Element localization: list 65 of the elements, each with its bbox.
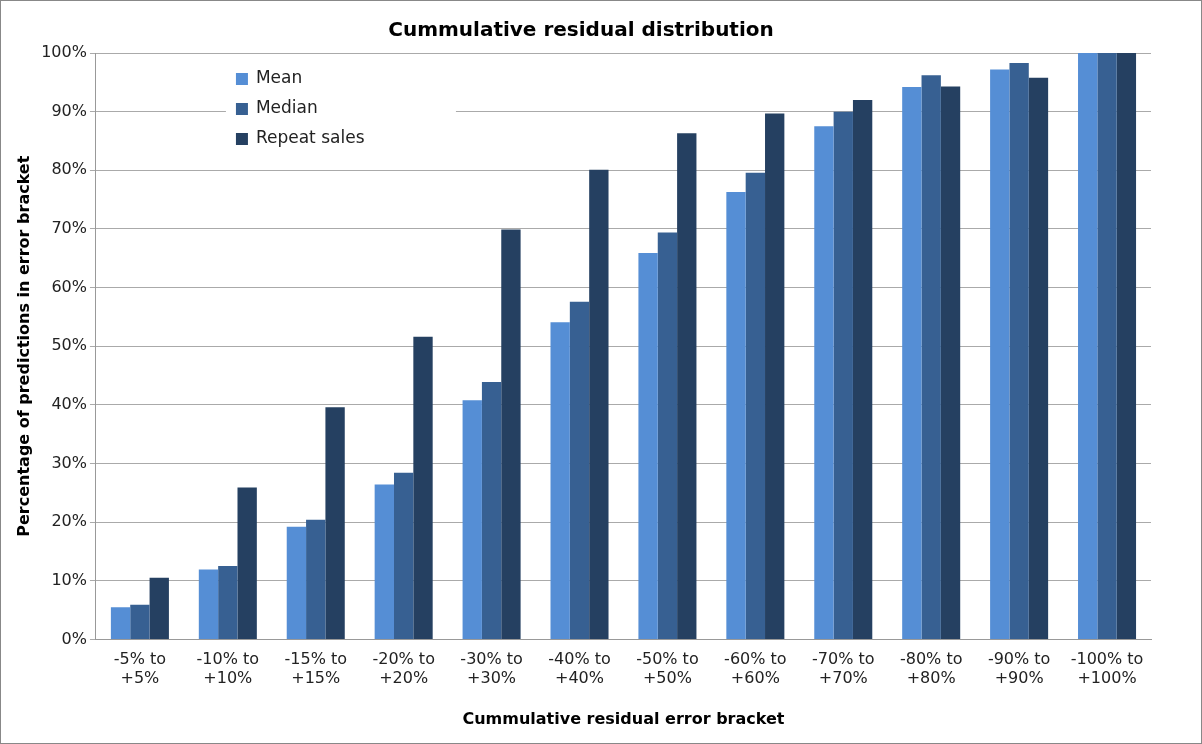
bar — [677, 133, 697, 639]
x-tick-label: -15% to +15% — [284, 649, 347, 688]
bar — [921, 75, 941, 639]
bar — [306, 519, 326, 639]
chart-title: Cummulative residual distribution — [388, 17, 774, 42]
bar — [726, 191, 746, 639]
bar — [1028, 77, 1049, 639]
bar — [589, 169, 609, 639]
bar — [1097, 53, 1117, 639]
bar — [1009, 62, 1029, 639]
x-tick-label: -80% to +80% — [899, 649, 963, 688]
bar — [1116, 53, 1137, 639]
bar — [462, 400, 482, 639]
bar — [501, 229, 521, 639]
y-tick-label: 50% — [51, 335, 87, 355]
bar — [657, 232, 678, 639]
bar — [481, 381, 502, 639]
bar — [325, 407, 345, 639]
bar — [990, 69, 1010, 639]
y-tick-label: 90% — [51, 100, 87, 120]
x-tick-label: -50% to +50% — [636, 649, 699, 688]
y-tick-label: 0% — [61, 628, 87, 648]
bar — [638, 252, 658, 639]
legend-label: Repeat sales — [255, 127, 365, 148]
x-tick-label: -100% to +100% — [1070, 649, 1144, 688]
y-tick-label: 80% — [51, 159, 87, 179]
legend-label: Median — [255, 97, 318, 118]
y-tick-label: 20% — [51, 511, 87, 531]
bar — [1078, 53, 1098, 639]
bar — [765, 113, 785, 639]
x-tick-label: -40% to +40% — [548, 649, 611, 688]
y-tick-label: 40% — [51, 394, 87, 413]
bar — [218, 566, 238, 639]
y-tick-label: 100% — [41, 42, 87, 62]
bar — [286, 526, 307, 639]
bar — [940, 86, 961, 639]
bar — [852, 99, 873, 639]
x-tick-label: -90% to +90% — [987, 649, 1051, 688]
bar — [130, 604, 150, 639]
x-tick-label: -10% to +10% — [196, 649, 260, 688]
bar — [413, 336, 433, 639]
legend-label: Mean — [255, 67, 303, 88]
bar — [374, 484, 394, 639]
bar — [198, 569, 219, 639]
y-tick-label: 60% — [51, 276, 87, 296]
bar — [237, 487, 257, 639]
y-tick-label: 30% — [51, 452, 87, 472]
x-tick-label: -60% to +60% — [724, 649, 787, 688]
bar — [569, 301, 590, 639]
bar — [550, 322, 570, 639]
bar — [902, 87, 922, 639]
x-axis-title: Cummulative residual error bracket — [462, 708, 785, 728]
bar — [814, 126, 834, 639]
y-tick-label: 10% — [51, 569, 87, 589]
x-tick-label: -20% to +20% — [372, 649, 435, 688]
bar — [394, 472, 414, 639]
x-tick-label: -30% to +30% — [460, 649, 523, 688]
bar — [745, 172, 766, 639]
bar — [149, 577, 169, 639]
bar — [833, 111, 853, 639]
y-axis-title: Percentage of predictions in error bracket — [13, 155, 33, 537]
x-tick-label: -70% to +70% — [812, 649, 875, 688]
y-tick-label: 70% — [51, 218, 87, 238]
bar — [110, 607, 131, 639]
x-tick-label: -5% to +5% — [113, 649, 167, 688]
